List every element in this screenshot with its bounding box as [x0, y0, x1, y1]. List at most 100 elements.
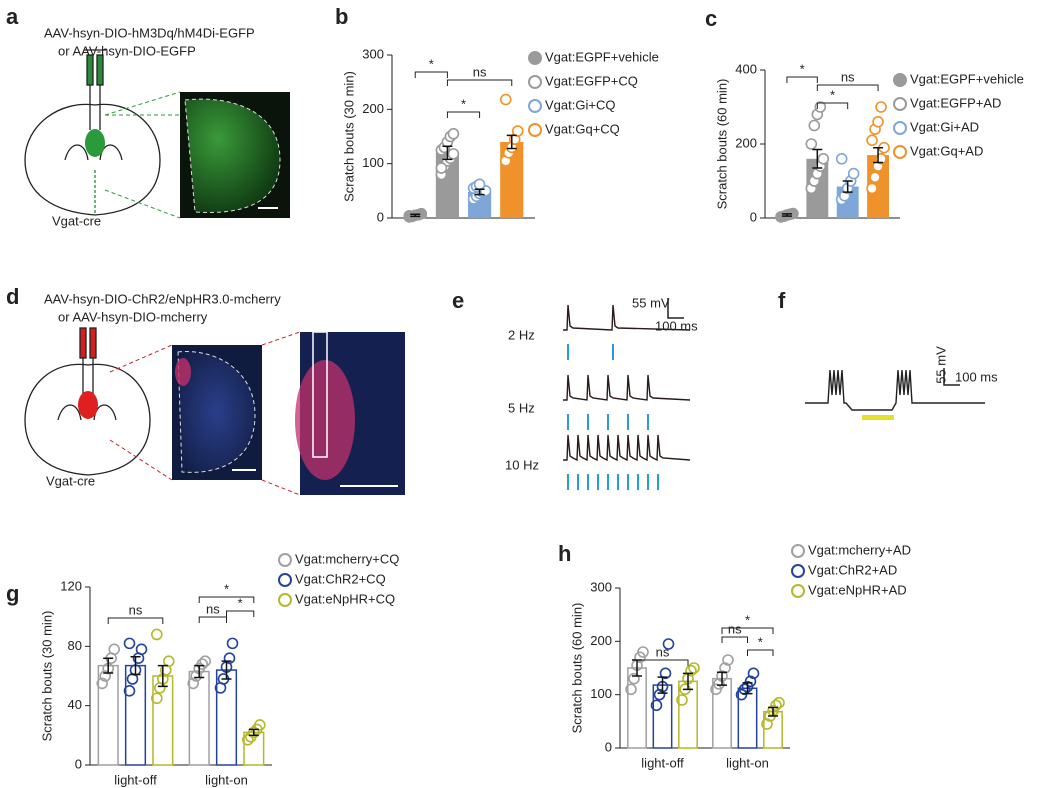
legend-marker — [528, 75, 542, 89]
legend-label: Vgat:EGPF+vehicle — [545, 49, 659, 64]
error-bar — [812, 148, 823, 169]
trace — [805, 369, 985, 411]
y-tick-label: 40 — [68, 697, 82, 712]
legend-label: Vgat:Gq+AD — [910, 143, 983, 158]
data-point — [199, 655, 211, 667]
y-tick-label: 100 — [362, 155, 384, 170]
legend-marker — [528, 123, 542, 137]
significance-label: * — [800, 61, 805, 76]
significance-bracket — [786, 76, 818, 83]
error-bar — [221, 660, 232, 680]
data-point — [511, 125, 524, 137]
expression — [175, 358, 191, 386]
data-point — [248, 726, 260, 739]
data-point — [659, 667, 672, 680]
trace — [563, 374, 691, 401]
legend-label: Vgat:mcherry+CQ — [295, 551, 399, 566]
data-point — [650, 699, 663, 712]
bar — [678, 680, 698, 749]
y-tick-label: 300 — [362, 46, 384, 61]
data-point — [805, 138, 818, 150]
data-point — [253, 719, 266, 731]
y-tick-label: 200 — [590, 633, 612, 648]
legend-label: Vgat:Gq+CQ — [545, 121, 620, 136]
trace — [563, 434, 691, 462]
error-bar — [768, 706, 778, 717]
legend-label: Vgat:ChR2+AD — [808, 562, 897, 577]
brain-section — [177, 351, 256, 473]
significance-bracket — [816, 84, 879, 91]
data-point — [447, 148, 460, 160]
error-bar — [683, 672, 693, 691]
virus-label: AAV-hsyn-DIO-hM3Dq/hM4Di-EGFP — [44, 25, 255, 40]
virus-label: or AAV-hsyn-DIO-mcherry — [58, 309, 208, 324]
significance-bracket — [107, 617, 164, 624]
error-bar — [474, 188, 485, 196]
bar — [712, 677, 732, 749]
data-point — [685, 664, 697, 677]
data-point — [226, 637, 239, 650]
bar — [737, 687, 758, 749]
rate-label: 10 Hz — [505, 457, 539, 472]
x-tick-label: light-off — [641, 755, 684, 770]
data-point — [123, 685, 136, 697]
y-tick-label: 300 — [590, 579, 612, 594]
significance-label: * — [238, 595, 243, 610]
rate-label: 5 Hz — [508, 400, 535, 415]
legend-label: Vgat:EGFP+AD — [910, 95, 1001, 110]
bar — [652, 684, 673, 749]
significance-bracket — [446, 79, 513, 86]
legend-marker — [893, 145, 907, 159]
error-bar — [410, 213, 421, 218]
data-point — [866, 182, 878, 195]
legend-marker — [893, 73, 907, 87]
scale-bar — [943, 368, 960, 386]
legend-marker — [528, 51, 542, 65]
legend-label: Vgat:Gi+CQ — [545, 97, 615, 112]
legend-label: Vgat:eNpHR+CQ — [295, 591, 395, 606]
data-point — [835, 153, 848, 165]
data-point — [196, 658, 208, 670]
data-point — [190, 670, 202, 682]
brain-schematic — [24, 327, 151, 476]
error-bar — [506, 134, 517, 150]
bar — [627, 667, 647, 749]
virus-label: AAV-hsyn-DIO-ChR2/eNpHR3.0-mcherry — [44, 291, 281, 306]
virus-label: or AAV-hsyn-DIO-EGFP — [58, 43, 196, 58]
significance-bracket — [226, 610, 255, 617]
scale-label: 55 mV — [632, 295, 670, 310]
panel-letter: g — [6, 581, 19, 606]
significance-label: * — [758, 634, 763, 649]
error-bar — [248, 728, 259, 737]
data-point — [817, 153, 830, 165]
data-point — [187, 677, 199, 690]
y-tick-label: 100 — [590, 686, 612, 701]
traces — [563, 304, 691, 490]
scale-bar — [667, 298, 684, 319]
data-point — [637, 646, 649, 658]
error-bar — [103, 657, 114, 674]
legend-label: Vgat:Gi+AD — [910, 119, 979, 134]
data-point — [435, 162, 448, 174]
data-point — [223, 652, 236, 665]
bar — [152, 675, 174, 766]
legend-marker — [278, 553, 292, 567]
legend-marker — [893, 97, 907, 111]
legend-marker — [278, 593, 292, 607]
panel-letter: d — [6, 284, 19, 309]
injection-site — [85, 129, 105, 157]
data-point — [866, 134, 878, 147]
data-point — [135, 643, 148, 656]
legend-marker — [791, 564, 805, 578]
data-point — [722, 654, 734, 666]
error-bar — [842, 180, 853, 193]
data-point — [99, 670, 111, 682]
bar — [867, 155, 889, 218]
significance-label: ns — [656, 644, 670, 659]
significance-label: * — [429, 56, 434, 71]
error-bar — [873, 146, 884, 164]
light-bar — [862, 415, 894, 420]
significance-bracket — [198, 616, 227, 623]
data-point — [499, 93, 512, 106]
data-point — [747, 667, 760, 680]
